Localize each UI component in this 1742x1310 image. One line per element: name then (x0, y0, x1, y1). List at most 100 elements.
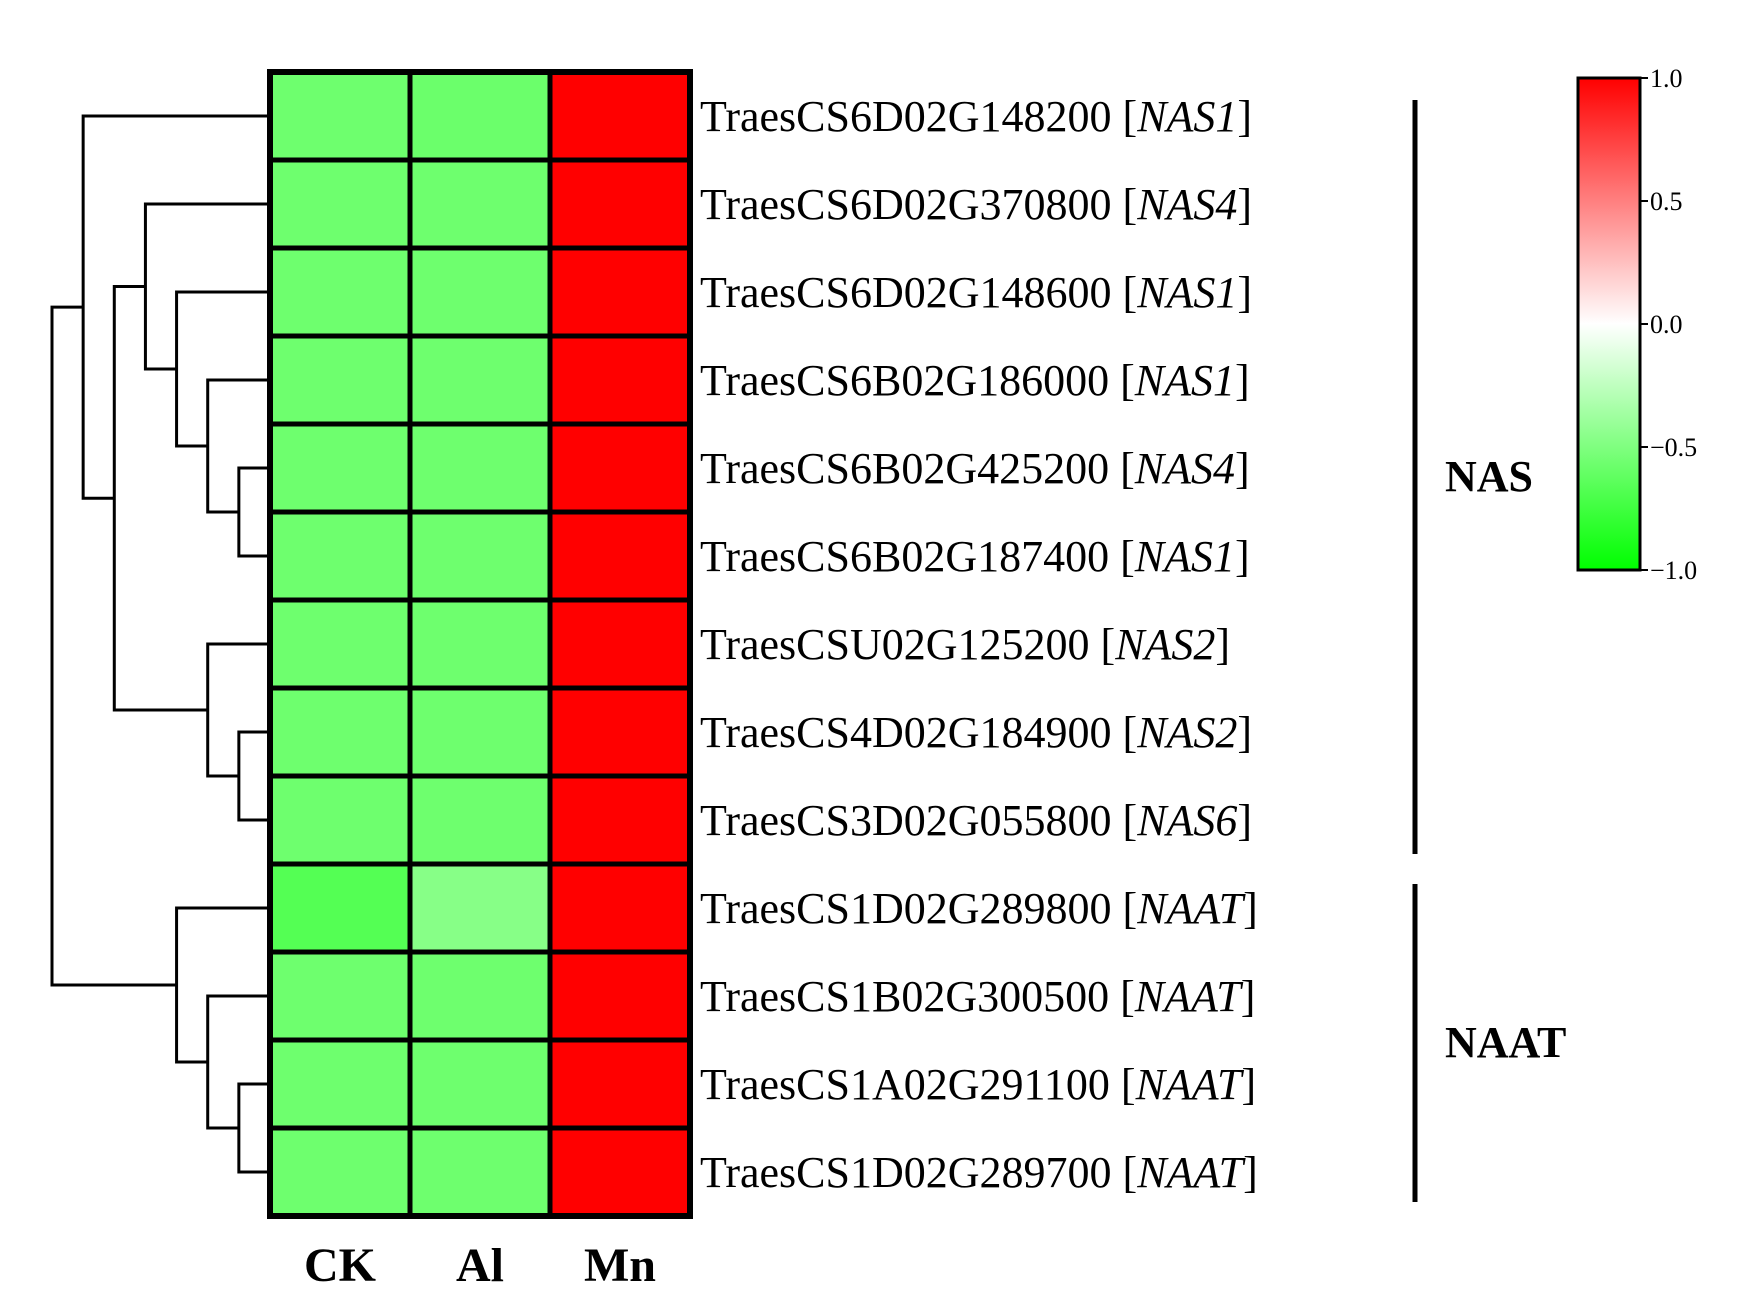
gene-id: TraesCS6B02G425200 [ (700, 444, 1135, 493)
heatmap-cell (407, 509, 553, 603)
dendrogram-branch (81, 114, 270, 500)
heatmap-cell (267, 69, 413, 163)
dendrogram-branch (237, 730, 270, 822)
color-scale-tick-label: 0.0 (1650, 310, 1683, 339)
heatmap-cell (547, 157, 693, 251)
heatmap-cell (547, 509, 693, 603)
dendrogram-branch (143, 202, 270, 371)
column-label: CK (304, 1239, 376, 1292)
heatmap-cell (407, 69, 553, 163)
heatmap-border (267, 69, 693, 1219)
gene-id: TraesCS4D02G184900 [ (700, 708, 1137, 757)
row-label: TraesCS6D02G148200 [NAS1] (700, 92, 1252, 141)
dendrogram-branch (237, 1082, 270, 1174)
heatmap-cell (407, 597, 553, 691)
gene-bracket: ] (1237, 180, 1252, 229)
heatmap-cell (407, 685, 553, 779)
color-scale-tick-label: 1.0 (1650, 64, 1683, 93)
row-dendrogram (50, 114, 270, 1174)
group-label: NAAT (1445, 1018, 1566, 1067)
dendrogram-branch (237, 466, 270, 558)
heatmap-cell (267, 685, 413, 779)
gene-id: TraesCS1D02G289800 [ (700, 884, 1137, 933)
heatmap-cell (547, 773, 693, 867)
gene-bracket: ] (1243, 1148, 1258, 1197)
heatmap-cell (267, 157, 413, 251)
gene-id: TraesCS6D02G148200 [ (700, 92, 1137, 141)
gene-symbol: NAS2 (1136, 708, 1237, 757)
gene-bracket: ] (1235, 356, 1250, 405)
row-label: TraesCSU02G125200 [NAS2] (700, 620, 1230, 669)
dendrogram-branch (112, 285, 208, 712)
heatmap-cell (267, 773, 413, 867)
gene-symbol: NAS6 (1136, 796, 1237, 845)
dendrogram-branch (175, 290, 270, 448)
group-label: NAS (1445, 452, 1533, 501)
heatmap-cell (407, 157, 553, 251)
gene-bracket: ] (1237, 796, 1252, 845)
heatmap-cell (547, 421, 693, 515)
heatmap-cell (407, 861, 553, 955)
row-label: TraesCS1D02G289700 [NAAT] (700, 1148, 1258, 1197)
heatmap-cell (547, 333, 693, 427)
gene-id: TraesCS1B02G300500 [ (700, 972, 1135, 1021)
gene-symbol: NAS1 (1136, 92, 1237, 141)
column-label: Mn (584, 1239, 656, 1292)
gene-symbol: NAAT (1135, 1060, 1245, 1109)
gene-id: TraesCS1A02G291100 [ (700, 1060, 1136, 1109)
gene-bracket: ] (1237, 708, 1252, 757)
heatmap-cell (267, 949, 413, 1043)
gene-symbol: NAS4 (1136, 180, 1237, 229)
column-labels: CK Al Mn (304, 1239, 656, 1292)
row-label: TraesCS6B02G187400 [NAS1] (700, 532, 1250, 581)
row-label: TraesCS3D02G055800 [NAS6] (700, 796, 1252, 845)
color-scale-tick-label: −0.5 (1650, 433, 1697, 462)
row-label: TraesCS6D02G148600 [NAS1] (700, 268, 1252, 317)
heatmap-cells (267, 69, 693, 1219)
heatmap-cell (547, 69, 693, 163)
heatmap-cell (267, 1125, 413, 1219)
heatmap-cell (407, 1037, 553, 1131)
heatmap-cell (547, 1125, 693, 1219)
color-scale-bar (1576, 76, 1642, 572)
heatmap-cell (267, 333, 413, 427)
gene-id: TraesCS3D02G055800 [ (700, 796, 1137, 845)
heatmap-cell (547, 685, 693, 779)
group-brackets: NAS NAAT (1412, 100, 1566, 1202)
color-scale-legend: 1.0 0.5 0.0 −0.5 −1.0 (1576, 64, 1697, 585)
gene-bracket: ] (1237, 268, 1252, 317)
gene-symbol: NAAT (1134, 972, 1244, 1021)
gene-id: TraesCS6B02G187400 [ (700, 532, 1135, 581)
dendrogram-branch (50, 305, 177, 987)
color-scale-tick-label: −1.0 (1650, 556, 1697, 585)
heatmap-cell (267, 421, 413, 515)
gene-bracket: ] (1242, 1060, 1257, 1109)
heatmap-cell (267, 597, 413, 691)
row-label: TraesCS1A02G291100 [NAAT] (700, 1060, 1256, 1109)
row-labels: TraesCS6D02G148200 [NAS1]TraesCS6D02G370… (700, 92, 1258, 1197)
gene-bracket: ] (1237, 92, 1252, 141)
heatmap-cell (407, 421, 553, 515)
heatmap-cell (547, 861, 693, 955)
row-label: TraesCS4D02G184900 [NAS2] (700, 708, 1252, 757)
gene-bracket: ] (1235, 444, 1250, 493)
heatmap-cell (407, 949, 553, 1043)
gene-symbol: NAAT (1136, 884, 1246, 933)
gene-bracket: ] (1215, 620, 1230, 669)
heatmap-cell (407, 333, 553, 427)
heatmap-cell (267, 245, 413, 339)
gene-symbol: NAS4 (1134, 444, 1235, 493)
gene-bracket: ] (1243, 884, 1258, 933)
heatmap-cell (407, 1125, 553, 1219)
gene-id: TraesCSU02G125200 [ (700, 620, 1115, 669)
gene-symbol: NAS1 (1136, 268, 1237, 317)
heatmap-cell (267, 509, 413, 603)
gene-id: TraesCS6B02G186000 [ (700, 356, 1135, 405)
heatmap-cell (407, 245, 553, 339)
gene-bracket: ] (1241, 972, 1256, 1021)
heatmap-cell (267, 861, 413, 955)
gene-symbol: NAAT (1136, 1148, 1246, 1197)
heatmap-cell (407, 773, 553, 867)
gene-symbol: NAS1 (1134, 532, 1235, 581)
